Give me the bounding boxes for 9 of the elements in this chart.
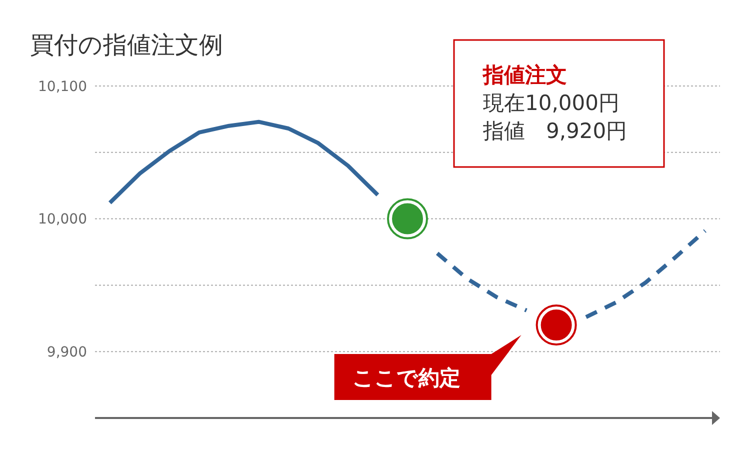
y-tick-label: 10,000 — [38, 212, 87, 228]
y-tick-label: 9,900 — [46, 344, 87, 360]
annotation: 指値 9,920円 — [482, 119, 628, 143]
annotation: 現在10,000円 — [483, 91, 620, 115]
annotation: 指値注文 — [482, 63, 567, 87]
annotation: ここで約定 — [352, 366, 460, 390]
line-series — [108, 120, 380, 205]
chart-title: 買付の指値注文例 — [30, 31, 223, 59]
y-tick-label: 10,100 — [38, 78, 87, 95]
